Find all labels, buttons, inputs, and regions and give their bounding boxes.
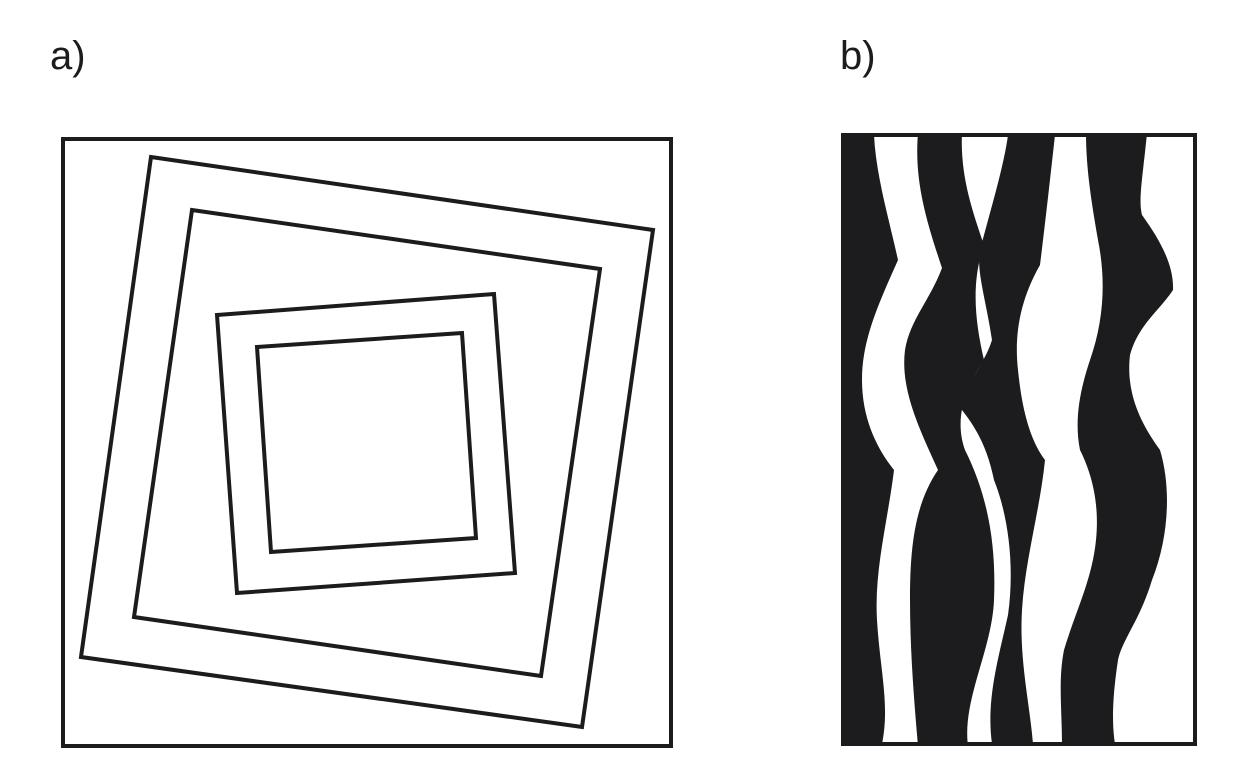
panel-b-stripe-1 bbox=[843, 135, 898, 744]
panel-b-stripe-4 bbox=[1060, 133, 1174, 744]
panel-a-square-3 bbox=[214, 291, 518, 596]
panel-a-outer-frame bbox=[61, 137, 673, 748]
panel-b-stripe-3 bbox=[958, 135, 1055, 744]
panel-b-stripe-2 bbox=[904, 133, 995, 746]
panel-a-square-2 bbox=[131, 207, 603, 679]
panel-a-label: a) bbox=[50, 34, 86, 78]
panel-b-label: b) bbox=[840, 34, 876, 78]
panel-a-square-4 bbox=[254, 330, 479, 555]
panel-a-diagram bbox=[61, 137, 673, 748]
panel-a-square-1 bbox=[78, 154, 656, 730]
panel-b-diagram bbox=[841, 133, 1197, 746]
